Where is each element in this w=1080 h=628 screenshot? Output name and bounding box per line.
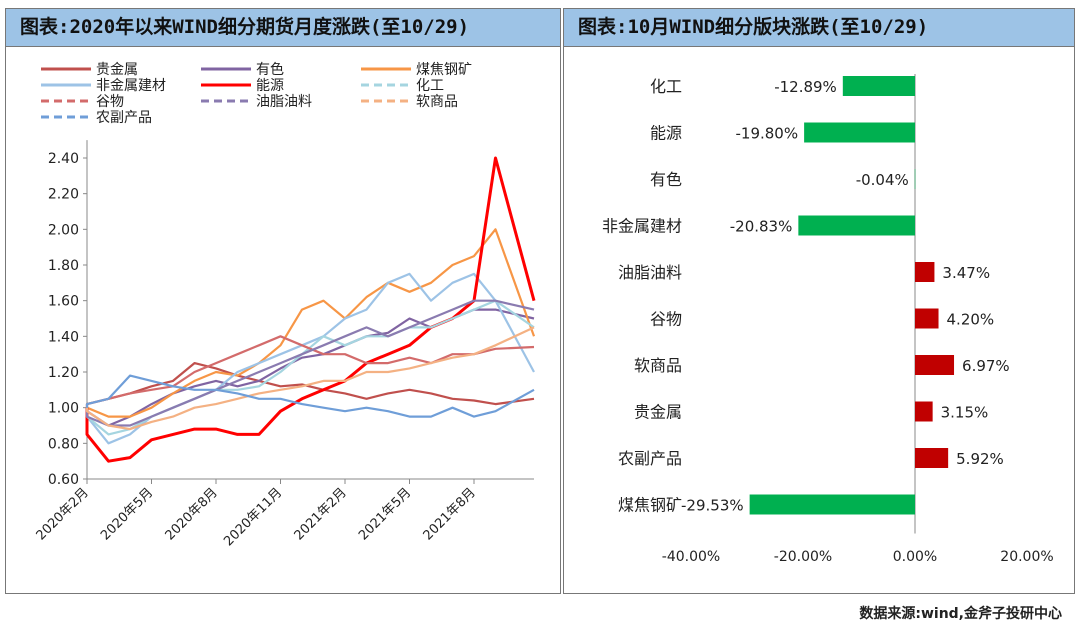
x-tick-label: 2021年2月 [292, 485, 350, 543]
legend-label: 煤焦钢矿 [416, 62, 472, 78]
y-tick-label: 1.00 [48, 401, 79, 417]
bar-1 [804, 122, 915, 143]
y-tick-label: 2.20 [48, 187, 79, 203]
x-tick-label: 2020年11月 [221, 485, 285, 549]
bar-9 [749, 494, 915, 515]
y-tick-label: 0.80 [48, 436, 79, 452]
bar-7 [915, 401, 933, 422]
series-line-8 [85, 326, 535, 431]
source-note: 数据来源:wind,金斧子投研中心 [859, 606, 1062, 622]
series-line-5 [85, 299, 535, 436]
category-label: 非金属建材 [602, 217, 682, 236]
data-label: -0.04% [856, 171, 909, 189]
y-tick-label: 1.40 [48, 329, 79, 345]
series-line-7 [85, 299, 535, 427]
bar-3 [798, 215, 915, 236]
x-tick-label: -40.00% [662, 549, 720, 565]
category-label: 化工 [650, 77, 682, 96]
data-label: 3.47% [942, 264, 990, 282]
x-tick-label: 2020年2月 [34, 485, 92, 543]
category-label: 贵金属 [634, 403, 682, 422]
category-label: 谷物 [650, 310, 682, 329]
y-tick-label: 1.20 [48, 365, 79, 381]
data-label: -19.80% [736, 125, 799, 143]
bar-4 [915, 262, 935, 282]
data-label: -29.53% [681, 497, 744, 515]
legend-label: 谷物 [96, 94, 124, 110]
series-line-2 [86, 228, 536, 418]
data-label: 5.92% [956, 450, 1004, 468]
x-tick-label: 0.00% [893, 549, 937, 565]
data-label: 3.15% [941, 404, 989, 422]
data-label: 6.97% [962, 357, 1010, 375]
y-tick-label: 0.60 [48, 472, 79, 488]
x-tick-label: 20.00% [1000, 549, 1053, 565]
bar-chart-panel: 图表:10月WIND细分版块涨跌(至10/29) -40.00% -20.00% 0… [563, 8, 1075, 594]
legend-label: 贵金属 [96, 62, 138, 78]
data-label: 4.20% [947, 311, 995, 329]
legend-label: 化工 [416, 78, 444, 94]
category-label: 油脂油料 [618, 263, 682, 282]
bar-6 [915, 355, 955, 375]
bar-0 [842, 76, 915, 96]
x-tick-label: 2021年5月 [356, 485, 414, 543]
x-tick-label: 2021年8月 [421, 485, 479, 543]
category-label: 煤焦钢矿 [618, 496, 682, 515]
data-label: -20.83% [730, 218, 793, 236]
y-tick-label: 1.60 [48, 294, 79, 310]
legend-label: 农副产品 [96, 110, 152, 126]
x-tick-label: 2020年5月 [98, 485, 156, 543]
legend-label: 有色 [256, 61, 284, 78]
legend-label: 非金属建材 [96, 78, 166, 94]
series-line-0 [85, 362, 535, 408]
series-line-6 [85, 335, 535, 408]
category-label: 农副产品 [618, 449, 682, 468]
category-label: 能源 [650, 124, 682, 143]
bar-chart-title: 图表:10月WIND细分版块涨跌(至10/29) [564, 9, 1074, 47]
y-tick-label: 2.00 [48, 222, 79, 238]
category-label: 有色 [650, 170, 682, 189]
line-chart-panel: 图表:2020年以来WIND细分期货月度涨跌(至10/29) 0.60 0.80 1… [5, 8, 561, 594]
legend-label: 能源 [256, 78, 284, 94]
data-label: -12.89% [774, 78, 837, 96]
y-tick-label: 1.80 [48, 258, 79, 274]
bar-chart: -40.00% -20.00% 0.00% 20.00% 化工 -12.89% 能源 -19.… [602, 74, 1054, 565]
bar-2 [914, 169, 916, 189]
y-tick-label: 2.40 [48, 151, 79, 167]
bar-5 [915, 308, 939, 329]
line-chart: 0.60 0.80 1.00 1.20 1.40 1.60 1.80 2.00 2.20 2.40… [34, 61, 536, 549]
x-tick-label: -20.00% [774, 549, 832, 565]
legend-label: 软商品 [416, 94, 458, 110]
x-tick-label: 2020年8月 [163, 485, 221, 543]
category-label: 软商品 [634, 356, 682, 375]
line-chart-title: 图表:2020年以来WIND细分期货月度涨跌(至10/29) [6, 9, 560, 47]
series-line-1 [85, 308, 535, 427]
series-line-3 [85, 272, 535, 445]
series-line-9 [85, 374, 535, 418]
legend-label: 油脂油料 [256, 94, 312, 110]
bar-8 [915, 448, 949, 468]
